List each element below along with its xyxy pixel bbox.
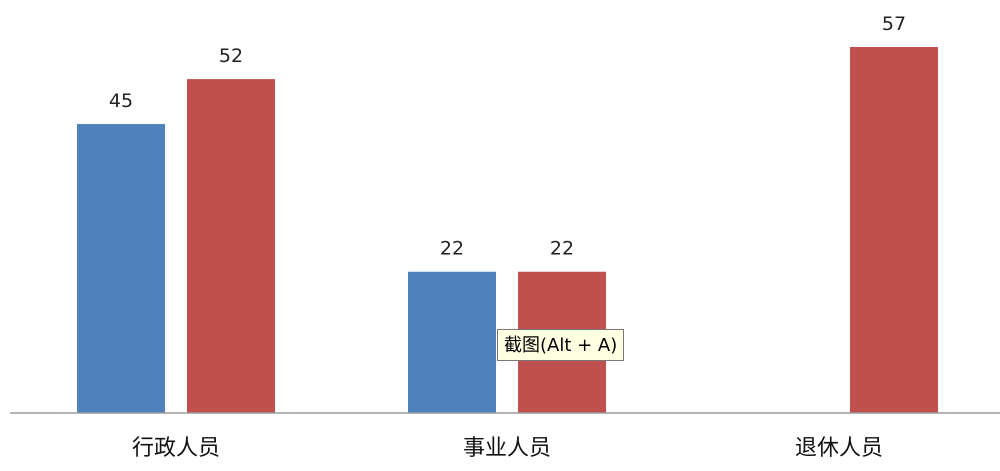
bar-1-0 [408,271,496,413]
bar-value-label-0-1: 52 [219,45,243,67]
bar-value-label-1-1: 22 [550,238,574,260]
screenshot-tooltip: 截图(Alt + A) [497,329,625,361]
bars-group [77,47,938,414]
category-labels-group: 行政人员 事业人员 退休人员 [132,436,883,461]
category-label-2: 退休人员 [795,436,883,461]
bar-value-label-0-0: 45 [109,90,133,112]
bar-0-1 [187,79,275,414]
value-labels-group: 45 52 22 22 57 [109,13,906,260]
bar-0-0 [77,124,165,413]
bar-2-1 [850,47,938,413]
bar-value-label-1-0: 22 [440,238,464,260]
category-label-0: 行政人员 [132,436,220,461]
bar-value-label-2-1: 57 [882,13,906,35]
category-label-1: 事业人员 [463,436,551,461]
